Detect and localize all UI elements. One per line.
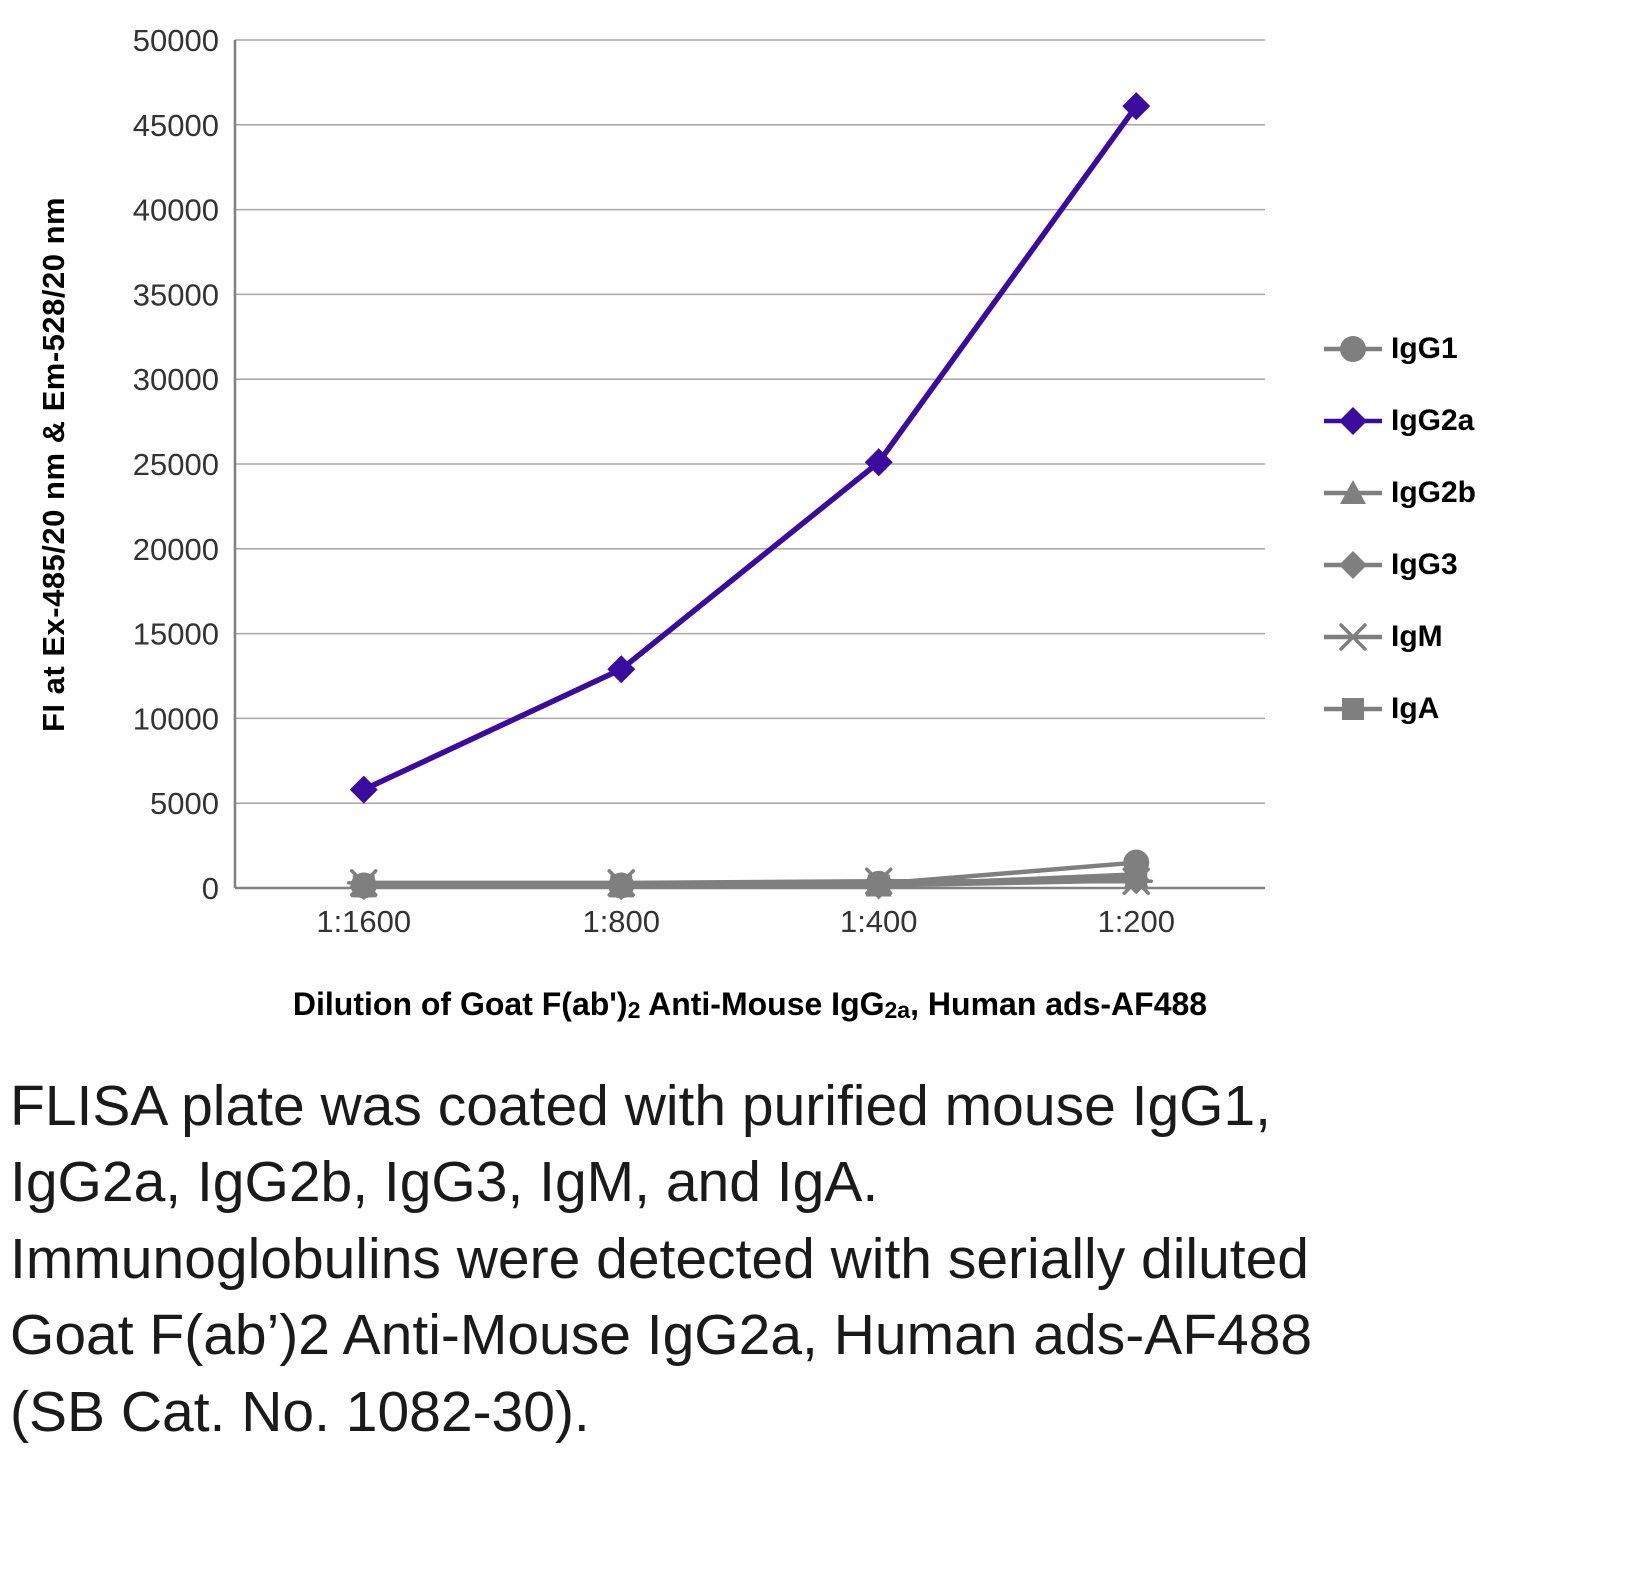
legend-item-iga: IgA bbox=[1322, 692, 1476, 726]
line-plot: 0 5000 10000 15000 20000 25000 30000 35000 40000… bbox=[133, 25, 1265, 939]
legend-item-igg1: IgG1 bbox=[1322, 332, 1476, 366]
legend-item-igm: IgM bbox=[1322, 620, 1476, 654]
diamond-marker-icon bbox=[864, 448, 893, 477]
y-tick-label: 5000 bbox=[150, 786, 219, 821]
square-marker-icon bbox=[610, 875, 633, 898]
square-marker-icon bbox=[352, 875, 375, 898]
circle-legend-marker-icon bbox=[1324, 336, 1382, 362]
series-line-igg2a bbox=[361, 103, 1139, 793]
diamond-legend-marker-icon bbox=[1324, 407, 1382, 435]
legend-label: IgG2b bbox=[1391, 476, 1477, 509]
triangle-legend-marker-icon bbox=[1324, 480, 1382, 504]
triangle-marker-icon bbox=[1340, 480, 1366, 504]
x-tick-label: 1:400 bbox=[840, 904, 918, 939]
square-marker-icon bbox=[1125, 863, 1148, 886]
legend-item-igg2a: IgG2a bbox=[1322, 404, 1476, 438]
diamond-marker-icon bbox=[1339, 551, 1367, 579]
y-tick-label: 20000 bbox=[133, 532, 219, 567]
square-legend-marker-icon bbox=[1324, 698, 1382, 720]
y-tick-label: 10000 bbox=[133, 701, 219, 736]
caption: FLISA plate was coated with purified mou… bbox=[10, 1074, 1313, 1444]
asterisk-marker-icon bbox=[1336, 623, 1370, 651]
legend-item-igg2b: IgG2b bbox=[1322, 476, 1476, 510]
legend-item-igg3: IgG3 bbox=[1322, 548, 1476, 582]
x-axis-title-text: Anti-Mouse IgG bbox=[640, 986, 885, 1022]
legend: IgG1 IgG2a IgG2b IgG3 IgM IgA bbox=[1322, 332, 1476, 726]
x-axis-title-text: , Human ads-AF488 bbox=[910, 986, 1208, 1022]
diamond-legend-marker-icon bbox=[1324, 551, 1382, 579]
y-tick-label: 30000 bbox=[133, 362, 219, 397]
y-tick-label: 25000 bbox=[133, 447, 219, 482]
asterisk-legend-marker-icon bbox=[1324, 623, 1382, 651]
x-axis-title-subscript: 2a bbox=[884, 997, 911, 1024]
x-tick-label: 1:200 bbox=[1097, 904, 1175, 939]
series-line-iga bbox=[361, 872, 1139, 889]
y-axis-title: FI at Ex-485/20 nm & Em-528/20 nm bbox=[36, 196, 71, 732]
legend-label: IgG2a bbox=[1391, 404, 1475, 437]
legend-label: IgA bbox=[1391, 692, 1440, 725]
legend-label: IgG3 bbox=[1391, 548, 1458, 581]
diamond-marker-icon bbox=[607, 655, 636, 684]
x-axis-title-subscript: 2 bbox=[627, 997, 641, 1024]
y-tick-label: 0 bbox=[202, 871, 219, 906]
square-marker-icon bbox=[1342, 698, 1364, 720]
diamond-marker-icon bbox=[1122, 92, 1151, 121]
x-tick-label: 1:1600 bbox=[316, 904, 411, 939]
legend-label: IgG1 bbox=[1391, 332, 1458, 365]
y-tick-label: 35000 bbox=[133, 277, 219, 312]
legend-label: IgM bbox=[1391, 620, 1443, 653]
diamond-marker-icon bbox=[349, 775, 378, 804]
x-axis-title: Dilution of Goat F(ab')2 Anti-Mouse IgG2… bbox=[180, 986, 1320, 1023]
y-tick-label: 40000 bbox=[133, 193, 219, 228]
diamond-marker-icon bbox=[1339, 407, 1367, 435]
y-tick-label: 50000 bbox=[133, 25, 219, 58]
square-marker-icon bbox=[867, 874, 890, 897]
x-tick-label: 1:800 bbox=[582, 904, 660, 939]
circle-marker-icon bbox=[1340, 336, 1366, 362]
x-axis-title-text: Dilution of Goat F(ab') bbox=[292, 986, 628, 1022]
y-tick-label: 45000 bbox=[133, 108, 219, 143]
y-tick-label: 15000 bbox=[133, 617, 219, 652]
